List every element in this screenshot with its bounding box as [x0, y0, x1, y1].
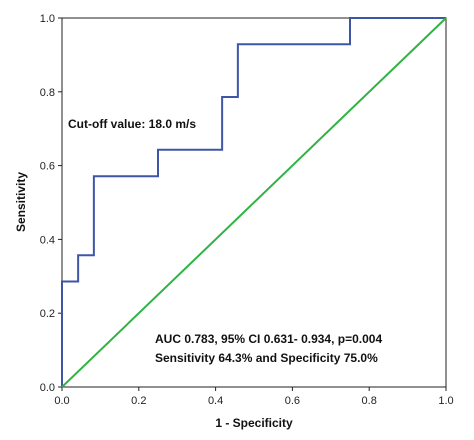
series-layer	[61, 17, 447, 388]
sens-spec-annotation: Sensitivity 64.3% and Specificity 75.0%	[155, 351, 378, 365]
y-tick-label: 0.2	[40, 308, 55, 320]
y-tick-label: 0.6	[40, 161, 55, 173]
y-tick-label: 0.8	[40, 87, 55, 99]
reference-diagonal-line	[61, 17, 447, 388]
x-axis-title: 1 - Specificity	[215, 416, 293, 430]
x-tick-label: 1.0	[438, 395, 453, 407]
cutoff-annotation: Cut-off value: 18.0 m/s	[68, 117, 196, 131]
axis-ticks: 0.0 0.2 0.4 0.6 0.8 1.0 0.0 0.2 0.4 0.6 0.8 1.0	[40, 13, 454, 407]
y-tick-label: 0.0	[40, 382, 55, 394]
y-tick-label: 1.0	[40, 13, 55, 25]
x-tick-label: 0.4	[208, 395, 223, 407]
roc-curve-line	[61, 17, 446, 387]
x-tick-label: 0.8	[362, 395, 377, 407]
x-tick-label: 0.6	[285, 395, 300, 407]
x-tick-label: 0.2	[131, 395, 146, 407]
x-tick-label: 0.0	[54, 395, 69, 407]
y-axis-title: Sensitivity	[14, 172, 28, 232]
y-tick-label: 0.4	[40, 234, 55, 246]
auc-annotation: AUC 0.783, 95% CI 0.631- 0.934, p=0.004	[155, 332, 382, 346]
